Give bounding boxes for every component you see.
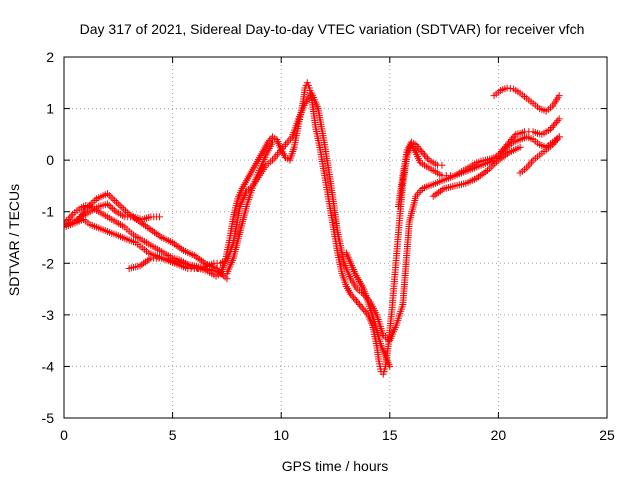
plot-frame <box>63 56 608 419</box>
plus-markers <box>125 254 227 278</box>
y-tick-label: -3 <box>42 307 55 323</box>
plus-markers <box>342 249 394 370</box>
data-series <box>125 254 227 278</box>
data-series <box>342 249 394 370</box>
plus-markers <box>64 89 563 345</box>
data-series <box>73 190 231 283</box>
plus-markers <box>64 79 563 378</box>
data-series <box>394 138 446 211</box>
x-tick-label: 5 <box>169 427 177 443</box>
x-tick-label: 20 <box>491 427 507 443</box>
data-series <box>429 143 524 200</box>
data-series <box>64 89 563 345</box>
y-tick-label: 1 <box>46 101 54 117</box>
y-tick-label: -2 <box>42 255 55 271</box>
y-tick-label: -4 <box>42 358 55 374</box>
plus-markers <box>429 143 524 200</box>
y-tick-label: -5 <box>42 410 55 426</box>
chart-title: Day 317 of 2021, Sidereal Day-to-day VTE… <box>80 21 585 37</box>
plus-markers <box>73 190 231 283</box>
x-tick-label: 25 <box>599 427 615 443</box>
plus-markers <box>516 133 563 177</box>
plus-markers <box>223 138 277 278</box>
y-tick-label: 2 <box>46 49 54 65</box>
y-tick-label: 0 <box>46 152 54 168</box>
x-tick-label: 0 <box>60 427 68 443</box>
plus-markers <box>394 138 446 211</box>
plus-markers <box>490 84 563 115</box>
grid-lines <box>64 57 607 418</box>
y-tick-label: -1 <box>42 204 55 220</box>
x-tick-label: 10 <box>273 427 289 443</box>
data-series <box>490 84 563 115</box>
data-points <box>64 79 563 378</box>
x-tick-label: 15 <box>382 427 398 443</box>
data-series <box>64 79 563 378</box>
x-axis-label: GPS time / hours <box>282 458 389 474</box>
data-series <box>223 138 277 278</box>
y-axis-label: SDTVAR / TECUs <box>6 184 22 296</box>
data-series <box>516 133 563 177</box>
